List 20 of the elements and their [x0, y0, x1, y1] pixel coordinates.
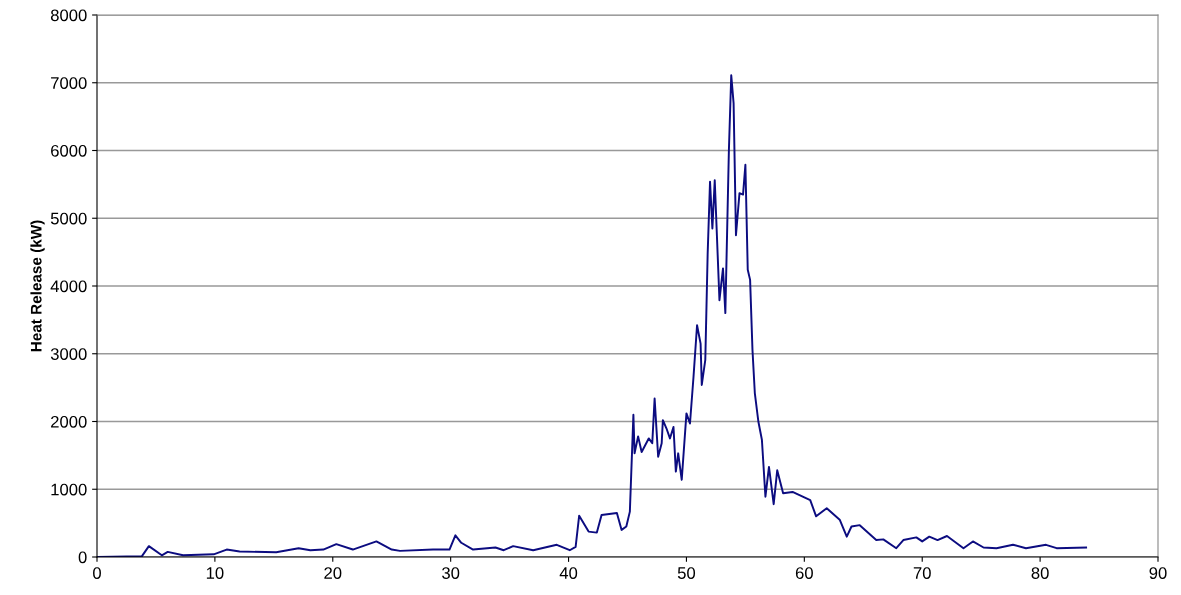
x-tick-label: 50 — [677, 567, 696, 579]
x-tick-label: 80 — [1031, 567, 1049, 579]
y-tick-label: 3000 — [50, 348, 87, 360]
y-tick-label: 2000 — [51, 415, 87, 428]
y-tick-label: 8000 — [50, 9, 87, 22]
x-tick-label: 30 — [442, 567, 460, 579]
y-tick-label: 0 — [78, 551, 87, 564]
x-tick-label: 90 — [1149, 567, 1167, 579]
y-tick-label: 4000 — [50, 280, 87, 293]
x-tick-label: 10 — [206, 567, 224, 579]
y-tick-label: 6000 — [51, 144, 87, 157]
y-tick-label: 7000 — [51, 77, 87, 89]
x-tick-label: 60 — [795, 567, 813, 579]
x-tick-label: 20 — [324, 567, 342, 579]
x-tick-label: 0 — [93, 567, 101, 579]
x-tick-label: 40 — [559, 567, 578, 579]
y-tick-label: 1000 — [51, 483, 87, 496]
y-axis-title: Heat Release (kW) — [30, 220, 45, 352]
x-tick-label: 70 — [913, 567, 931, 579]
y-tick-label: 5000 — [50, 212, 87, 225]
